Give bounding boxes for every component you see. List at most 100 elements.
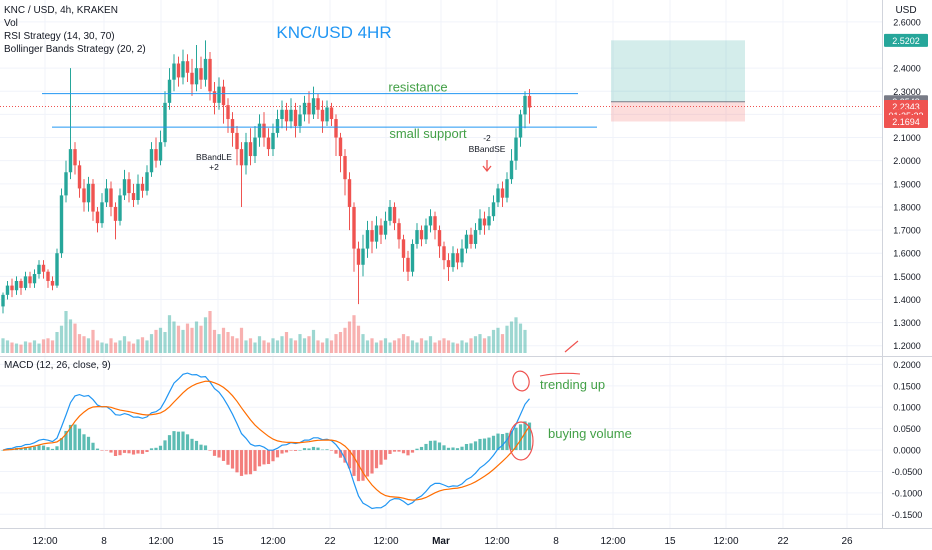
- candle: [302, 95, 307, 122]
- symbol-line[interactable]: KNC / USD, 4h, KRAKEN: [4, 5, 118, 16]
- candle: [433, 211, 437, 240]
- macd-histogram-bar: [491, 435, 496, 451]
- candle: [100, 193, 104, 228]
- volume-bar: [208, 311, 212, 353]
- candle: [383, 211, 388, 240]
- candle-body: [244, 142, 248, 166]
- volume-bar: [424, 340, 428, 353]
- candle: [518, 109, 523, 147]
- candle-body: [455, 253, 460, 263]
- ink-underline: [539, 372, 581, 377]
- time-tick-label: 12:00: [148, 536, 173, 547]
- price-badge: 2.1694: [884, 114, 928, 128]
- candle: [527, 88, 532, 124]
- candle: [361, 234, 365, 277]
- candle-body: [329, 107, 334, 120]
- volume-bar: [50, 340, 55, 353]
- volume-bar: [406, 336, 410, 353]
- volume-bar: [176, 325, 181, 353]
- profit-zone: [611, 40, 745, 102]
- candle: [154, 137, 158, 168]
- volume-bar: [217, 334, 221, 353]
- signal-label: BBandLE: [196, 152, 232, 162]
- macd-line: [2, 372, 530, 510]
- time-tick-label: 12:00: [600, 536, 625, 547]
- candle: [176, 56, 181, 87]
- candle-body: [464, 234, 469, 249]
- price-tick-label: 1.9000: [893, 179, 921, 189]
- macd-histogram-bar: [320, 449, 325, 451]
- candle: [293, 102, 298, 138]
- candle-body: [194, 68, 199, 85]
- candle-body: [473, 230, 478, 244]
- volume-bar: [1, 338, 5, 353]
- volume-bar: [370, 338, 374, 353]
- candle: [55, 248, 59, 288]
- macd-histogram-bar: [266, 450, 271, 465]
- time-tick-label: 12:00: [713, 536, 738, 547]
- candle-body: [253, 137, 257, 157]
- macd-histogram-bar: [388, 450, 392, 454]
- macd-histogram-bar: [163, 440, 167, 451]
- volume-bar: [154, 329, 158, 353]
- candle-body: [433, 216, 437, 231]
- macd-histogram-bar: [500, 434, 505, 451]
- signal-label: BBandSE: [469, 144, 506, 154]
- candle: [19, 278, 23, 295]
- macd-histogram-bar: [28, 447, 32, 451]
- candle: [338, 132, 343, 173]
- volume-bar: [500, 334, 505, 353]
- volume-bar: [172, 321, 176, 353]
- macd-histogram-bar: [154, 447, 158, 451]
- volume-bar: [262, 340, 266, 353]
- volume-bar: [158, 327, 163, 353]
- candle-body: [469, 234, 473, 244]
- candle-body: [104, 188, 109, 203]
- macd-histogram-bar: [37, 445, 41, 451]
- volume-bar: [190, 327, 194, 353]
- candle: [370, 220, 374, 254]
- ink-stroke: [564, 340, 579, 353]
- candle: [163, 91, 167, 147]
- volume-bar: [329, 340, 334, 353]
- volume-bar: [379, 340, 383, 353]
- volume-bar: [257, 336, 262, 353]
- macd-histogram-bar: [46, 447, 50, 451]
- volume-bar: [194, 321, 199, 353]
- macd-legend[interactable]: MACD (12, 26, close, 9): [4, 360, 111, 371]
- volume-bar: [374, 342, 379, 353]
- candle-body: [424, 225, 428, 240]
- volume-bar: [298, 334, 302, 353]
- macd-tick-label: 0.1000: [893, 403, 921, 413]
- candle: [509, 149, 514, 184]
- candle: [352, 202, 356, 272]
- macd-histogram-bar: [410, 450, 415, 453]
- macd-tick-label: 0.0500: [893, 424, 921, 434]
- rsi-label[interactable]: RSI Strategy (14, 30, 70): [4, 31, 115, 42]
- candle-body: [145, 172, 149, 191]
- candle-body: [55, 253, 59, 286]
- volume-bar: [199, 325, 203, 353]
- candle-body: [298, 114, 302, 126]
- candle-body: [289, 109, 293, 122]
- macd-histogram-bar: [523, 421, 527, 451]
- macd-histogram-bar: [145, 450, 149, 453]
- macd-histogram-bar: [469, 443, 473, 451]
- macd-histogram-bar: [109, 450, 113, 453]
- bb-label[interactable]: Bollinger Bands Strategy (20, 2): [4, 44, 146, 55]
- candle: [226, 98, 230, 133]
- volume-bar: [136, 339, 140, 353]
- candle-body: [500, 188, 505, 198]
- macd-histogram-bar: [365, 450, 370, 477]
- ink-circle-volume: [508, 421, 534, 461]
- price-tick-label: 1.8000: [893, 202, 921, 212]
- volume-bar: [91, 329, 95, 353]
- macd-histogram-bar: [239, 450, 244, 476]
- candle: [127, 172, 131, 203]
- candle-body: [509, 160, 514, 180]
- horizontal-lines[interactable]: resistance small support: [42, 80, 597, 142]
- macd-tick-label: 0.1500: [893, 381, 921, 391]
- vol-label[interactable]: Vol: [4, 18, 18, 29]
- candle-body: [266, 137, 271, 150]
